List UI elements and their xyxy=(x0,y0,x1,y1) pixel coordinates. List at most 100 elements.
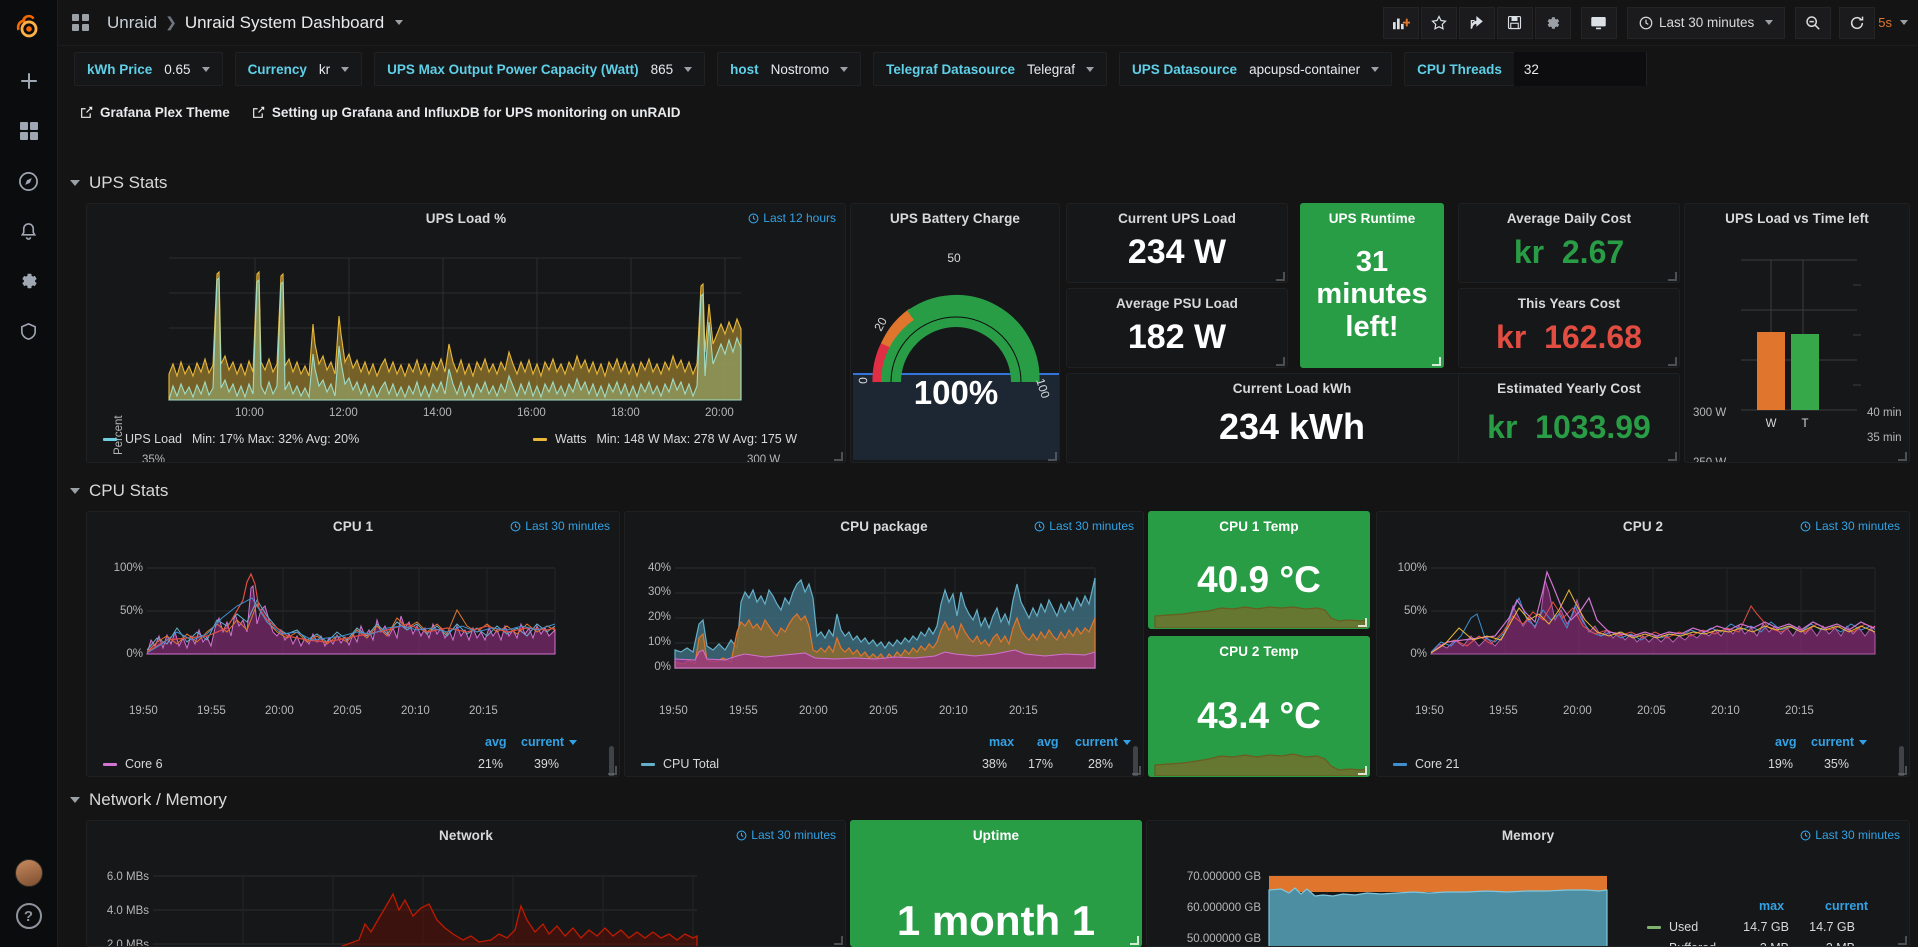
variable-value[interactable]: apcupsd-container xyxy=(1249,62,1391,77)
panel-resize-handle[interactable] xyxy=(1358,618,1367,627)
panel-network[interactable]: Network Last 30 minutes 6.0 MBs 4.0 MBs … xyxy=(86,820,846,947)
legend-scrollbar[interactable] xyxy=(609,746,614,776)
explore-compass-icon[interactable] xyxy=(0,156,58,206)
save-dashboard-button[interactable] xyxy=(1496,6,1533,39)
panel-resize-handle[interactable] xyxy=(834,452,843,461)
panel-resize-handle[interactable] xyxy=(1668,357,1677,366)
zoom-out-time-button[interactable] xyxy=(1795,6,1832,39)
legend-header-current[interactable]: current xyxy=(1825,899,1869,913)
legend-item-cpu-total[interactable]: CPU Total xyxy=(641,757,719,771)
time-range-picker[interactable]: Last 30 minutes xyxy=(1626,6,1786,39)
legend-item-buffered[interactable]: Buffered xyxy=(1647,941,1716,946)
grafana-logo-icon[interactable] xyxy=(0,0,58,56)
legend-header-current[interactable]: current xyxy=(1811,735,1868,749)
panel-this-years-cost[interactable]: This Years Cost kr 162.68 xyxy=(1458,288,1680,368)
panel-current-load-kwh[interactable]: Current Load kWh 234 kWh xyxy=(1066,373,1518,463)
panel-current-ups-load[interactable]: Current UPS Load 234 W xyxy=(1066,203,1288,283)
network-memory-row-header[interactable]: Network / Memory xyxy=(70,790,227,810)
legend-item-watts[interactable]: Watts Min: 148 W Max: 278 W Avg: 175 W xyxy=(533,432,797,446)
variable-telegraf-datasource[interactable]: Telegraf Datasource Telegraf xyxy=(873,52,1108,86)
server-admin-shield-icon[interactable] xyxy=(0,306,58,356)
panel-time-badge[interactable]: Last 12 hours xyxy=(748,211,836,225)
panel-ups-load-vs-time-left[interactable]: UPS Load vs Time left W T 300 W 250 W 20… xyxy=(1684,203,1910,463)
legend-item-ups-load[interactable]: UPS Load Min: 17% Max: 32% Avg: 20% xyxy=(103,432,359,446)
panel-time-badge[interactable]: Last 30 minutes xyxy=(1034,519,1134,533)
add-panel-button[interactable] xyxy=(1382,6,1419,39)
configuration-gear-icon[interactable] xyxy=(0,256,58,306)
panel-uptime[interactable]: Uptime 1 month 1 xyxy=(850,820,1142,947)
panel-cpu-package[interactable]: CPU package Last 30 minutes 40% 30% 20% … xyxy=(624,511,1144,777)
panel-memory[interactable]: Memory Last 30 minutes 70.000000 GB 60.0… xyxy=(1146,820,1910,947)
legend-scrollbar[interactable] xyxy=(1133,746,1138,776)
panel-cpu-2[interactable]: CPU 2 Last 30 minutes 100% 50% 0% 19:50 … xyxy=(1376,511,1910,777)
panel-resize-handle[interactable] xyxy=(1130,936,1139,945)
legend-item-core-21[interactable]: Core 21 xyxy=(1393,757,1459,771)
user-avatar[interactable] xyxy=(14,859,43,887)
panel-resize-handle[interactable] xyxy=(1276,272,1285,281)
panel-resize-handle[interactable] xyxy=(1898,452,1907,461)
breadcrumb-dashboard-title[interactable]: Unraid System Dashboard xyxy=(184,12,385,32)
cpu-threads-input[interactable] xyxy=(1513,52,1646,86)
cpu-stats-row-header[interactable]: CPU Stats xyxy=(70,481,168,501)
share-dashboard-button[interactable] xyxy=(1458,6,1495,39)
panel-estimated-yearly-cost[interactable]: Estimated Yearly Cost kr 1033.99 xyxy=(1458,373,1680,463)
panel-time-badge[interactable]: Last 30 minutes xyxy=(1800,828,1900,842)
variable-host[interactable]: host Nostromo xyxy=(717,52,862,86)
refresh-interval-label[interactable]: 5s xyxy=(1878,15,1892,30)
ups-stats-row-header[interactable]: UPS Stats xyxy=(70,173,167,193)
legend-header-avg[interactable]: avg xyxy=(1037,735,1059,749)
panel-time-badge[interactable]: Last 30 minutes xyxy=(510,519,610,533)
panel-resize-handle[interactable] xyxy=(1432,357,1441,366)
panel-ups-battery-charge[interactable]: UPS Battery Charge 100% 50 20 0 100 xyxy=(850,203,1060,463)
dashboard-settings-button[interactable] xyxy=(1534,6,1571,39)
panel-resize-handle[interactable] xyxy=(1276,357,1285,366)
refresh-interval-caret-icon[interactable] xyxy=(1900,20,1908,25)
panel-resize-handle[interactable] xyxy=(1668,452,1677,461)
grafana-plex-theme-link[interactable]: Grafana Plex Theme xyxy=(80,105,230,120)
legend-scrollbar[interactable] xyxy=(1899,746,1904,776)
panel-ups-runtime[interactable]: UPS Runtime 31 minutes left! xyxy=(1300,203,1444,368)
legend-header-current[interactable]: current xyxy=(1075,735,1132,749)
breadcrumb-folder[interactable]: Unraid xyxy=(107,12,158,32)
panel-time-badge[interactable]: Last 30 minutes xyxy=(736,828,836,842)
help-icon[interactable]: ? xyxy=(15,903,42,929)
panel-cpu-1-temp[interactable]: CPU 1 Temp 40.9 °C xyxy=(1148,511,1370,629)
variable-value[interactable]: kr xyxy=(319,62,361,77)
variable-value[interactable]: 865 xyxy=(651,62,705,77)
panel-cpu-1[interactable]: CPU 1 Last 30 minutes 100% 50% 0% 19:50 … xyxy=(86,511,620,777)
panel-average-psu-load[interactable]: Average PSU Load 182 W xyxy=(1066,288,1288,368)
panel-resize-handle[interactable] xyxy=(1132,766,1141,775)
mark-favorite-button[interactable] xyxy=(1420,6,1457,39)
refresh-dashboard-button[interactable] xyxy=(1839,6,1876,39)
variable-ups-datasource[interactable]: UPS Datasource apcupsd-container xyxy=(1119,52,1393,86)
variable-value[interactable]: Telegraf xyxy=(1027,62,1106,77)
panel-resize-handle[interactable] xyxy=(1898,936,1907,945)
create-new-icon[interactable] xyxy=(0,56,58,106)
legend-item-core-6[interactable]: Core 6 xyxy=(103,757,163,771)
legend-header-avg[interactable]: avg xyxy=(485,735,507,749)
dashboards-icon[interactable] xyxy=(0,106,58,156)
legend-header-max[interactable]: max xyxy=(1759,899,1785,913)
dashboard-dropdown-caret-icon[interactable] xyxy=(395,20,404,25)
variable-ups-max-output-power-capacity[interactable]: UPS Max Output Power Capacity (Watt) 865 xyxy=(374,52,706,86)
tv-mode-button[interactable] xyxy=(1580,6,1617,39)
legend-header-max[interactable]: max xyxy=(989,735,1015,749)
panel-ups-load[interactable]: UPS Load % Last 12 hours Percent 35% 30%… xyxy=(86,203,846,463)
variable-kwh-price[interactable]: kWh Price 0.65 xyxy=(74,52,223,86)
panel-cpu-2-temp[interactable]: CPU 2 Temp 43.4 °C xyxy=(1148,636,1370,777)
ups-monitoring-guide-link[interactable]: Setting up Grafana and InfluxDB for UPS … xyxy=(252,105,681,120)
panel-resize-handle[interactable] xyxy=(1048,452,1057,461)
panel-average-daily-cost[interactable]: Average Daily Cost kr 2.67 xyxy=(1458,203,1680,283)
panel-resize-handle[interactable] xyxy=(608,766,617,775)
panel-resize-handle[interactable] xyxy=(834,936,843,945)
legend-item-used[interactable]: Used xyxy=(1647,920,1698,934)
panel-resize-handle[interactable] xyxy=(1358,766,1367,775)
dashboard-grid-icon[interactable] xyxy=(72,14,89,31)
alerting-bell-icon[interactable] xyxy=(0,206,58,256)
panel-time-badge[interactable]: Last 30 minutes xyxy=(1800,519,1900,533)
legend-header-current[interactable]: current xyxy=(521,735,578,749)
legend-header-avg[interactable]: avg xyxy=(1775,735,1797,749)
variable-value[interactable]: 0.65 xyxy=(164,62,221,77)
panel-resize-handle[interactable] xyxy=(1668,272,1677,281)
variable-value[interactable]: Nostromo xyxy=(771,62,861,77)
